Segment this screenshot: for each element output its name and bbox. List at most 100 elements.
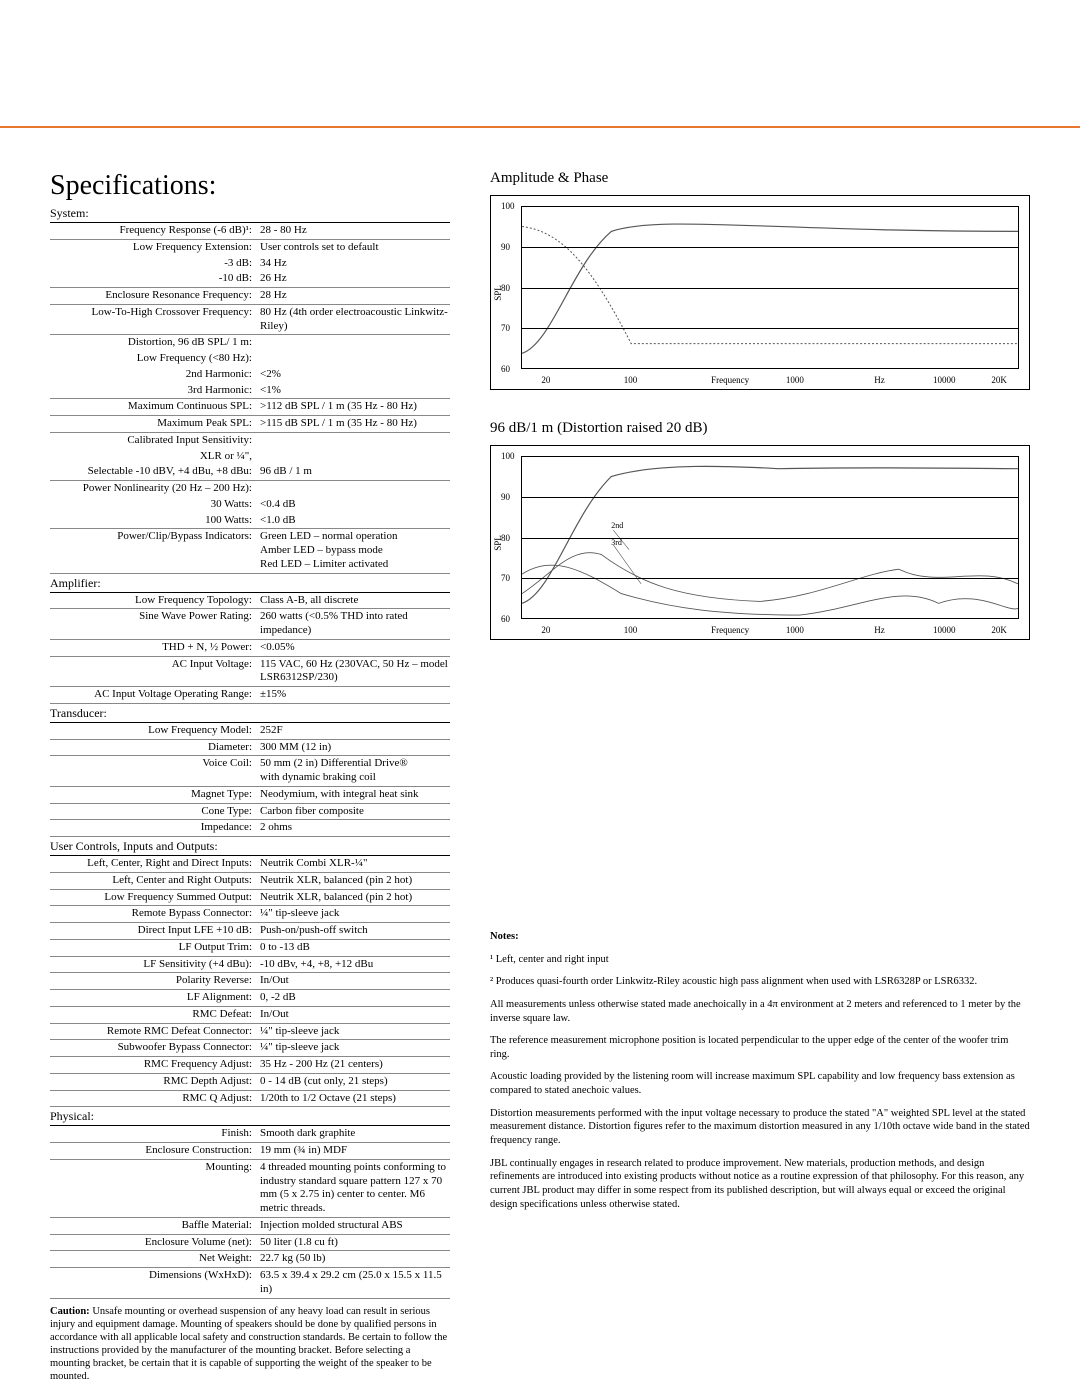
value: 0 to -13 dB: [260, 941, 450, 955]
notes-block: Notes: ¹ Left, center and right input ² …: [490, 930, 1030, 1211]
value: Carbon fiber composite: [260, 805, 450, 819]
label: Calibrated Input Sensitivity:: [50, 434, 260, 448]
y-tick: 60: [501, 614, 510, 624]
value: ±15%: [260, 688, 450, 702]
label: Mounting:: [50, 1161, 260, 1216]
value: Neutrik XLR, balanced (pin 2 hot): [260, 874, 450, 888]
label: Left, Center and Right Outputs:: [50, 874, 260, 888]
x-tick: 100: [624, 375, 638, 385]
value: In/Out: [260, 1008, 450, 1022]
y-tick: 70: [501, 323, 510, 333]
value: 1/20th to 1/2 Octave (21 steps): [260, 1092, 450, 1106]
value: Neutrik XLR, balanced (pin 2 hot): [260, 891, 450, 905]
label: Power/Clip/Bypass Indicators:: [50, 530, 260, 571]
label: AC Input Voltage Operating Range:: [50, 688, 260, 702]
label: Remote RMC Defeat Connector:: [50, 1025, 260, 1039]
label: Distortion, 96 dB SPL/ 1 m:: [50, 336, 260, 350]
value: Green LED – normal operation Amber LED –…: [260, 530, 450, 571]
value: 0, -2 dB: [260, 991, 450, 1005]
y-tick: 70: [501, 573, 510, 583]
x-tick: 20: [541, 375, 550, 385]
label: Low Frequency Topology:: [50, 594, 260, 608]
y-tick: 60: [501, 364, 510, 374]
x-tick: 20K: [991, 375, 1007, 385]
value: 0 - 14 dB (cut only, 21 steps): [260, 1075, 450, 1089]
x-tick: 20K: [991, 625, 1007, 635]
value: Smooth dark graphite: [260, 1127, 450, 1141]
label: Dimensions (WxHxD):: [50, 1269, 260, 1297]
value: <0.4 dB: [260, 498, 450, 512]
x-tick: 10000: [933, 625, 956, 635]
label: Net Weight:: [50, 1252, 260, 1266]
value: >112 dB SPL / 1 m (35 Hz - 80 Hz): [260, 400, 450, 414]
value: 19 mm (¾ in) MDF: [260, 1144, 450, 1158]
value: >115 dB SPL / 1 m (35 Hz - 80 Hz): [260, 417, 450, 431]
value: 34 Hz: [260, 257, 450, 271]
value: 28 - 80 Hz: [260, 224, 450, 238]
label: LF Output Trim:: [50, 941, 260, 955]
label: RMC Frequency Adjust:: [50, 1058, 260, 1072]
x-tick: Hz: [874, 375, 885, 385]
value: 300 MM (12 in): [260, 741, 450, 755]
label: Maximum Continuous SPL:: [50, 400, 260, 414]
value: 4 threaded mounting points conforming to…: [260, 1161, 450, 1216]
value: 96 dB / 1 m: [260, 465, 450, 479]
label: Diameter:: [50, 741, 260, 755]
caution-body: Unsafe mounting or overhead suspension o…: [50, 1306, 447, 1383]
chart-title-amp: Amplitude & Phase: [490, 170, 1030, 187]
label: Low Frequency Extension:: [50, 241, 260, 255]
y-tick: 80: [501, 533, 510, 543]
label: RMC Depth Adjust:: [50, 1075, 260, 1089]
label: -3 dB:: [50, 257, 260, 271]
section-amplifier: Amplifier:: [50, 576, 450, 593]
label: Frequency Response (-6 dB)¹:: [50, 224, 260, 238]
label: Impedance:: [50, 821, 260, 835]
value: ¼" tip-sleeve jack: [260, 1041, 450, 1055]
label: 30 Watts:: [50, 498, 260, 512]
note-p2: The reference measurement microphone pos…: [490, 1034, 1030, 1061]
value: <1.0 dB: [260, 514, 450, 528]
top-rule: [0, 126, 1080, 128]
value: 63.5 x 39.4 x 29.2 cm (25.0 x 15.5 x 11.…: [260, 1269, 450, 1297]
label: Maximum Peak SPL:: [50, 417, 260, 431]
label: Enclosure Construction:: [50, 1144, 260, 1158]
x-tick: 100: [624, 625, 638, 635]
label: 3rd Harmonic:: [50, 384, 260, 398]
label: Finish:: [50, 1127, 260, 1141]
section-user-controls: User Controls, Inputs and Outputs:: [50, 839, 450, 856]
value: 50 liter (1.8 cu ft): [260, 1236, 450, 1250]
value: Neutrik Combi XLR-¼": [260, 857, 450, 871]
value: 26 Hz: [260, 272, 450, 286]
x-tick: Frequency: [711, 625, 749, 635]
value: User controls set to default: [260, 241, 450, 255]
annot-3rd: 3rd: [611, 538, 622, 547]
label: Remote Bypass Connector:: [50, 907, 260, 921]
value: <2%: [260, 368, 450, 382]
section-transducer: Transducer:: [50, 706, 450, 723]
left-column: Specifications: System: Frequency Respon…: [50, 170, 450, 1383]
label: Low Frequency (<80 Hz):: [50, 352, 260, 366]
y-tick: 100: [501, 451, 515, 461]
label: Baffle Material:: [50, 1219, 260, 1233]
label: 2nd Harmonic:: [50, 368, 260, 382]
label: Sine Wave Power Rating:: [50, 610, 260, 638]
label: LF Alignment:: [50, 991, 260, 1005]
x-tick: 10000: [933, 375, 956, 385]
label: RMC Defeat:: [50, 1008, 260, 1022]
note-p3: Acoustic loading provided by the listeni…: [490, 1070, 1030, 1097]
y-tick: 90: [501, 492, 510, 502]
x-tick: 1000: [786, 375, 804, 385]
value: <1%: [260, 384, 450, 398]
page-title: Specifications:: [50, 170, 450, 202]
value: 35 Hz - 200 Hz (21 centers): [260, 1058, 450, 1072]
chart-amplitude-phase: SPL 1009080706020100Frequency1000Hz10000…: [490, 195, 1030, 390]
label: Low-To-High Crossover Frequency:: [50, 306, 260, 334]
label: LF Sensitivity (+4 dBu):: [50, 958, 260, 972]
value: 80 Hz (4th order electroacoustic Linkwit…: [260, 306, 450, 334]
value: Injection molded structural ABS: [260, 1219, 450, 1233]
value: 22.7 kg (50 lb): [260, 1252, 450, 1266]
label: Enclosure Resonance Frequency:: [50, 289, 260, 303]
value: Class A-B, all discrete: [260, 594, 450, 608]
value: Neodymium, with integral heat sink: [260, 788, 450, 802]
value: -10 dBv, +4, +8, +12 dBu: [260, 958, 450, 972]
